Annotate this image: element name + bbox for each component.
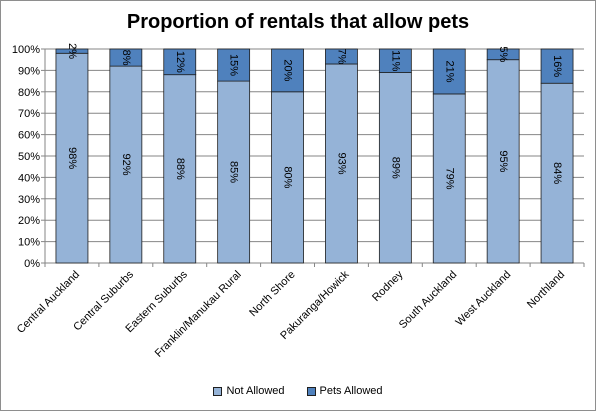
x-tick-label: North Shore: [247, 269, 297, 319]
chart-title: Proportion of rentals that allow pets: [126, 11, 470, 33]
bar-not-allowed: [378, 72, 412, 264]
y-tick-label: 20%: [18, 215, 40, 227]
x-tick-label: Northland: [525, 269, 567, 311]
data-label: 88%: [174, 158, 186, 180]
data-label: 95%: [497, 150, 509, 172]
data-label: 11%: [389, 50, 401, 71]
bar-pets-allowed: [271, 48, 304, 93]
y-tick-label: 70%: [18, 108, 40, 120]
bar-pets-allowed: [163, 48, 197, 76]
bar-pets-allowed: [55, 48, 89, 54]
bar-not-allowed: [55, 52, 89, 264]
y-tick-label: 30%: [18, 194, 40, 206]
y-tick-label: 100%: [12, 44, 40, 56]
y-tick-label: 40%: [18, 172, 40, 184]
data-label: 93%: [335, 152, 347, 174]
bar-not-allowed: [271, 91, 304, 264]
y-tick-label: 90%: [18, 65, 40, 77]
bar-not-allowed: [486, 59, 520, 264]
legend-label-pets-allowed: Pets Allowed: [319, 385, 383, 397]
legend-item-pets-allowed: Pets Allowed: [306, 385, 383, 397]
data-label: 5%: [497, 46, 509, 62]
data-label: 79%: [443, 167, 455, 189]
data-label: 2%: [66, 43, 78, 59]
data-label: 98%: [66, 147, 78, 169]
y-tick-label: 0%: [24, 258, 40, 270]
bar-not-allowed: [432, 93, 466, 264]
bar-pets-allowed: [378, 48, 412, 73]
legend: Not Allowed Pets Allowed: [1, 383, 595, 399]
y-tick-label: 80%: [18, 87, 40, 99]
data-label: 20%: [282, 59, 294, 81]
legend-swatch-pets-allowed: [306, 386, 316, 396]
data-label: 89%: [389, 157, 401, 179]
data-label: 85%: [228, 161, 240, 183]
bar-pets-allowed: [486, 48, 520, 61]
legend-swatch-not-allowed: [213, 386, 223, 396]
data-label: 92%: [120, 154, 132, 176]
bar-not-allowed: [109, 65, 143, 264]
y-tick-label: 10%: [18, 237, 40, 249]
y-tick-label: 50%: [18, 151, 40, 163]
legend-label-not-allowed: Not Allowed: [226, 385, 285, 397]
bar-pets-allowed: [217, 48, 251, 82]
bar-pets-allowed: [109, 48, 143, 67]
data-label: 15%: [228, 54, 240, 76]
x-tick-label: West Auckland: [453, 269, 513, 329]
bar-pets-allowed: [325, 48, 358, 65]
x-tick-label: South Auckland: [397, 269, 460, 332]
y-tick-label: 60%: [18, 130, 40, 142]
bar-not-allowed: [163, 74, 197, 264]
x-tick-label: Rodney: [370, 268, 406, 304]
bar-pets-allowed: [540, 48, 574, 84]
data-label: 16%: [551, 55, 563, 77]
bar-not-allowed: [540, 82, 574, 264]
data-label: 8%: [120, 50, 132, 66]
data-label: 80%: [282, 166, 294, 188]
legend-item-not-allowed: Not Allowed: [213, 385, 285, 397]
data-label: 7%: [335, 49, 347, 65]
bar-pets-allowed: [432, 48, 466, 95]
data-label: 12%: [174, 51, 186, 73]
data-label: 84%: [551, 162, 563, 184]
data-label: 21%: [443, 60, 455, 82]
